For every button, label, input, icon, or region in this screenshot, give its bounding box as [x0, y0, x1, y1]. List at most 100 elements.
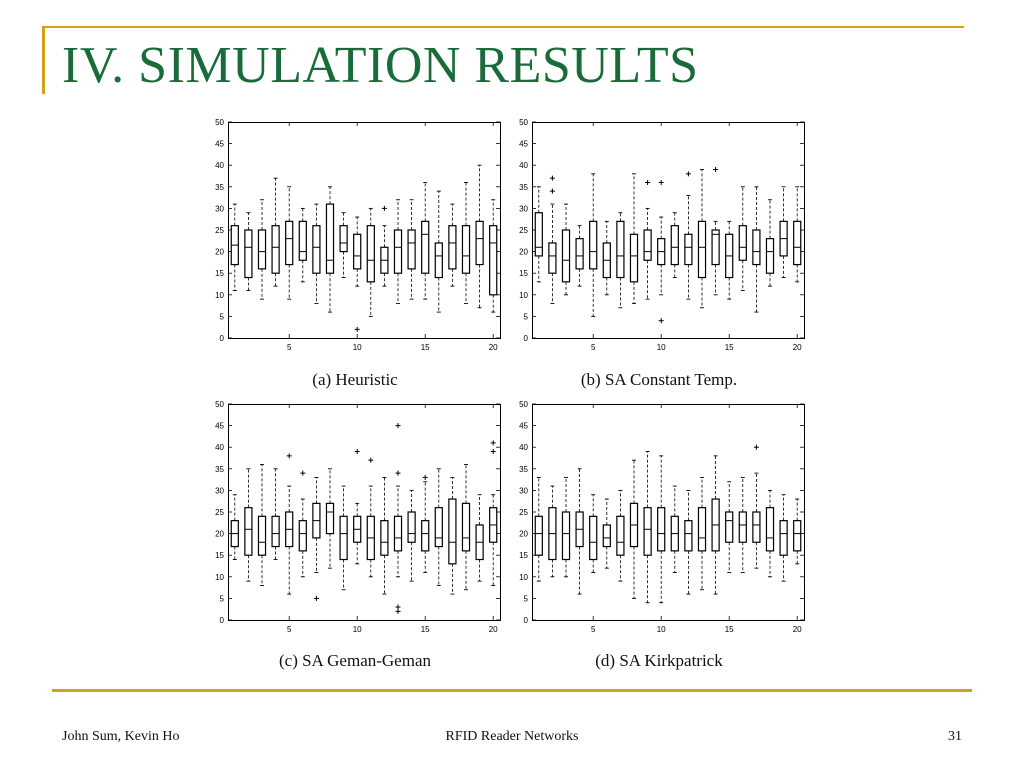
- y-tick-label: 10: [519, 291, 528, 300]
- box-13: [393, 423, 403, 614]
- box-iqr: [325, 203, 335, 274]
- chart-sa-kirkpatrick: 0 5 10 15 20 25 30 35 40 45 50 5 10 15 20: [519, 400, 805, 634]
- y-tick-label: 10: [519, 573, 528, 582]
- footer-authors: John Sum, Kevin Ho: [62, 729, 180, 744]
- y-tick-label: 45: [519, 140, 528, 149]
- y-tick-label: 20: [215, 530, 224, 539]
- box-iqr: [312, 225, 321, 274]
- box-9: [643, 179, 652, 300]
- box-iqr: [461, 502, 471, 552]
- y-tick-label: 25: [215, 508, 224, 517]
- box-12: [380, 476, 389, 595]
- y-tick-label: 10: [215, 291, 224, 300]
- x-tick-label: 20: [489, 625, 498, 634]
- box-8: [325, 468, 335, 569]
- chart-sa-constant-temp: 0 5 10 15 20 25 30 35 40 45 50 5 10 15 20: [519, 118, 805, 352]
- y-tick-label: 10: [215, 573, 224, 582]
- box-iqr: [684, 520, 693, 552]
- box-5: [285, 453, 294, 595]
- box-4: [271, 468, 280, 560]
- plot-frame: [532, 122, 805, 339]
- box-iqr: [407, 511, 416, 543]
- box-16: [738, 186, 747, 291]
- box-11: [366, 207, 375, 317]
- box-iqr: [616, 515, 625, 556]
- outlier-marker: [645, 179, 651, 185]
- title-accent-bar: [42, 28, 45, 94]
- box-6: [602, 498, 611, 569]
- y-tick-label: 20: [519, 530, 528, 539]
- box-iqr: [657, 507, 666, 552]
- box-20: [489, 199, 498, 313]
- box-iqr: [407, 229, 416, 270]
- y-tick-label: 35: [519, 183, 528, 192]
- y-tick-label: 50: [519, 118, 528, 127]
- box-1: [534, 186, 543, 283]
- box-iqr: [738, 225, 747, 261]
- box-iqr: [339, 225, 348, 253]
- box-4: [271, 177, 280, 287]
- box-1: [230, 203, 239, 291]
- box-iqr: [271, 225, 280, 274]
- y-tick-label: 35: [519, 465, 528, 474]
- y-tick-label: 5: [524, 594, 529, 603]
- box-4: [575, 225, 584, 287]
- y-tick-label: 45: [215, 422, 224, 431]
- box-10: [657, 179, 666, 324]
- box-14: [407, 199, 416, 300]
- box-5: [589, 494, 598, 573]
- y-tick-label: 0: [220, 334, 225, 343]
- box-iqr: [779, 520, 788, 556]
- box-iqr: [421, 220, 430, 274]
- box-iqr: [575, 238, 584, 270]
- box-19: [475, 494, 484, 582]
- box-iqr: [393, 229, 403, 274]
- box-iqr: [711, 229, 720, 266]
- y-tick-label: 15: [519, 269, 528, 278]
- y-tick-label: 30: [215, 486, 224, 495]
- chart-heuristic: 0 5 10 15 20 25 30 35 40 45 50 5 10 15 20: [215, 118, 501, 352]
- box-3: [257, 464, 267, 586]
- box-2: [548, 485, 557, 578]
- y-tick-label: 25: [519, 508, 528, 517]
- box-6: [298, 207, 307, 283]
- outlier-marker: [658, 318, 664, 324]
- box-8: [629, 459, 639, 599]
- box-19: [779, 186, 788, 278]
- box-iqr: [475, 220, 484, 266]
- box-iqr: [752, 229, 761, 266]
- y-tick-label: 0: [524, 616, 529, 625]
- outlier-marker: [300, 470, 306, 476]
- y-tick-label: 35: [215, 183, 224, 192]
- y-tick-label: 15: [215, 269, 224, 278]
- box-iqr: [380, 520, 389, 556]
- y-tick-label: 30: [215, 204, 224, 213]
- outlier-marker: [422, 474, 428, 480]
- box-iqr: [793, 520, 802, 552]
- outlier-marker: [549, 188, 555, 194]
- outlier-marker: [490, 449, 496, 455]
- box-18: [461, 182, 471, 304]
- outlier-marker: [286, 453, 292, 459]
- box-11: [670, 485, 679, 573]
- box-9: [339, 212, 348, 278]
- box-16: [434, 468, 443, 586]
- box-16: [434, 190, 443, 313]
- box-iqr: [461, 225, 471, 274]
- box-iqr: [325, 502, 335, 535]
- box-15: [421, 182, 430, 300]
- outlier-marker: [354, 326, 360, 332]
- box-iqr: [339, 515, 348, 561]
- box-7: [616, 212, 625, 309]
- box-18: [765, 199, 775, 287]
- box-8: [629, 173, 639, 304]
- y-tick-label: 0: [524, 334, 529, 343]
- y-tick-label: 5: [220, 312, 225, 321]
- x-tick-label: 15: [725, 625, 734, 634]
- box-iqr: [548, 242, 557, 274]
- box-iqr: [421, 520, 430, 552]
- y-tick-label: 35: [215, 465, 224, 474]
- y-tick-label: 40: [519, 443, 528, 452]
- box-10: [353, 216, 362, 332]
- y-tick-label: 45: [215, 140, 224, 149]
